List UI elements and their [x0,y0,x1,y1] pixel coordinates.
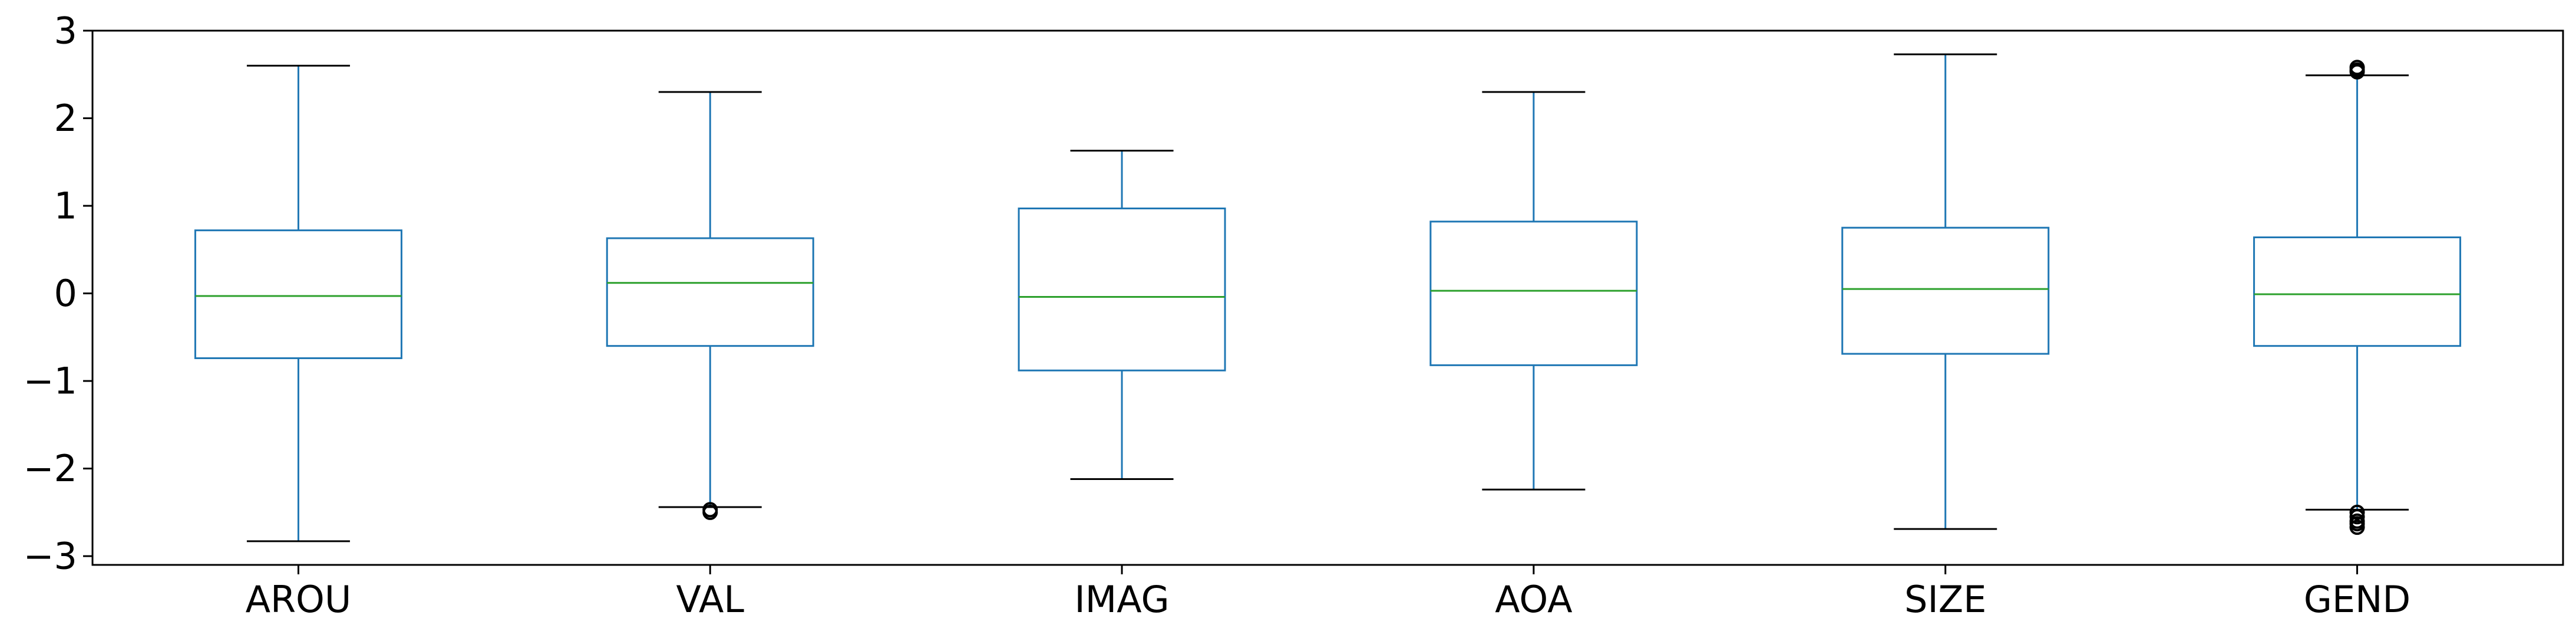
y-tick-label: 3 [54,9,77,52]
x-tick-label: SIZE [1904,578,1986,621]
outlier-point [2349,60,2365,75]
y-tick-label: 2 [54,97,77,140]
box-iqr [2253,236,2462,347]
y-tick-label: −3 [24,535,77,578]
box-imag [1018,149,1226,480]
y-tick-label: −2 [24,447,77,490]
box-val [606,91,814,520]
box-size [1841,53,2050,530]
box-iqr [194,229,402,359]
outlier-point [2349,509,2365,525]
outlier-point [2349,519,2365,535]
x-tick-label: AOA [1495,578,1572,621]
x-tick-label: VAL [676,578,745,621]
box-gend [2253,60,2462,535]
box-iqr [1018,208,1226,371]
y-axis-ticks: 3 2 1 0 −1 −2 −3 [24,9,93,578]
box-aoa [1429,91,1638,491]
y-tick-label: −1 [24,360,77,403]
x-tick-label: AROU [246,578,352,621]
box-arou [194,64,402,542]
x-axis-ticks: AROU VAL IMAG AOA SIZE GEND [246,565,2410,621]
outlier-point [2349,504,2365,520]
box-iqr [606,237,814,347]
outlier-point [702,504,718,520]
x-tick-label: GEND [2304,578,2410,621]
y-tick-label: 1 [54,185,77,228]
y-tick-label: 0 [54,272,77,315]
plot-area-frame [91,29,2564,566]
x-tick-label: IMAG [1075,578,1170,621]
box-iqr [1429,221,1638,366]
box-iqr [1841,226,2050,355]
box-series [194,53,2462,542]
